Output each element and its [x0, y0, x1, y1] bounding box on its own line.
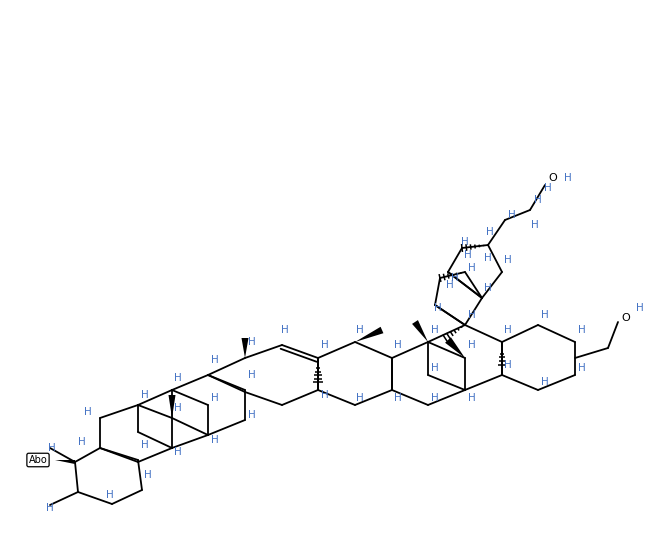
Text: H: H	[144, 470, 152, 480]
Text: H: H	[394, 393, 402, 403]
Text: H: H	[446, 280, 454, 290]
Polygon shape	[169, 395, 175, 418]
Text: H: H	[578, 325, 586, 335]
Text: H: H	[46, 503, 54, 513]
Text: H: H	[508, 210, 516, 220]
Text: H: H	[468, 340, 476, 350]
Text: H: H	[484, 283, 492, 293]
Text: H: H	[636, 303, 644, 313]
Text: H: H	[451, 273, 459, 283]
Text: H: H	[248, 370, 256, 380]
Text: H: H	[321, 340, 329, 350]
Text: H: H	[321, 390, 329, 400]
Text: H: H	[211, 393, 219, 403]
Text: H: H	[578, 363, 586, 373]
Polygon shape	[412, 320, 428, 342]
Text: H: H	[394, 340, 402, 350]
Text: H: H	[544, 183, 552, 193]
Text: H: H	[356, 393, 364, 403]
Polygon shape	[355, 327, 384, 342]
Text: H: H	[534, 195, 542, 205]
Text: H: H	[504, 255, 512, 265]
Text: O: O	[621, 313, 631, 323]
Text: H: H	[504, 360, 512, 370]
Text: H: H	[468, 310, 476, 320]
Text: H: H	[468, 263, 476, 273]
Text: H: H	[141, 440, 149, 450]
Text: H: H	[464, 250, 472, 260]
Text: H: H	[564, 173, 572, 183]
Text: H: H	[174, 447, 182, 457]
Text: H: H	[78, 437, 86, 447]
Text: H: H	[248, 337, 256, 347]
Text: H: H	[531, 220, 539, 230]
Text: H: H	[431, 393, 439, 403]
Text: H: H	[84, 407, 92, 417]
Text: H: H	[174, 403, 182, 413]
Text: H: H	[468, 393, 476, 403]
Text: H: H	[106, 490, 114, 500]
Text: H: H	[484, 253, 492, 263]
Text: H: H	[431, 325, 439, 335]
Text: H: H	[541, 310, 549, 320]
Text: H: H	[174, 373, 182, 383]
Text: H: H	[434, 303, 442, 313]
Text: H: H	[356, 325, 364, 335]
Text: O: O	[549, 173, 558, 183]
Polygon shape	[445, 337, 465, 358]
Text: H: H	[504, 325, 512, 335]
Text: H: H	[141, 390, 149, 400]
Polygon shape	[241, 338, 248, 358]
Text: H: H	[211, 355, 219, 365]
Polygon shape	[55, 460, 75, 464]
Text: Abo: Abo	[28, 455, 47, 465]
Text: H: H	[541, 377, 549, 387]
Text: H: H	[248, 410, 256, 420]
Text: H: H	[431, 363, 439, 373]
Text: H: H	[211, 435, 219, 445]
Text: H: H	[461, 237, 469, 247]
Text: H: H	[281, 325, 289, 335]
Text: H: H	[486, 227, 494, 237]
Text: H: H	[48, 443, 56, 453]
